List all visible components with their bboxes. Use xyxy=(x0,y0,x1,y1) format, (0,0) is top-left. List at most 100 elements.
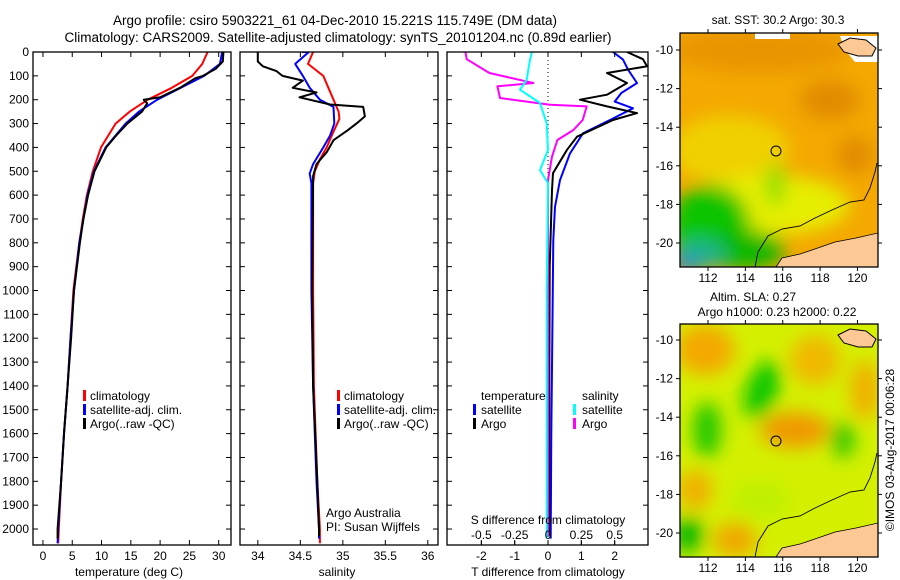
institution-note: Argo Australia xyxy=(326,506,401,520)
x-tick-label: 34 xyxy=(251,549,265,563)
temperature-axis-label: temperature (deg C) xyxy=(75,565,183,579)
sst-map-title: sat. SST: 30.2 Argo: 30.3 xyxy=(712,13,845,27)
x-tick-label: 15 xyxy=(124,549,138,563)
isobath-line xyxy=(754,452,878,557)
y-tick-label: 500 xyxy=(9,164,29,178)
series-temperature-satellite xyxy=(549,52,638,539)
series-salinity-satellite xyxy=(519,52,549,539)
isobath-line xyxy=(754,162,878,267)
legend-label-s-satellite: satellite xyxy=(582,403,623,417)
float-position-marker xyxy=(770,145,782,157)
series-climatology xyxy=(57,52,209,544)
x2-tick-label: -0.25 xyxy=(501,528,529,542)
mainland-land xyxy=(775,522,878,557)
salinity-legend: climatology satellite-adj. clim. Argo(..… xyxy=(326,389,436,534)
x2-tick-label: 0 xyxy=(545,528,552,542)
lat-tick-label: -20 xyxy=(656,526,674,540)
legend-swatch-satellite xyxy=(337,404,340,415)
legend-heading-temperature: temperature xyxy=(481,389,546,403)
x-tick-label: -2 xyxy=(476,549,487,563)
legend-background xyxy=(481,388,545,402)
x-tick-label: 35.5 xyxy=(374,549,398,563)
lon-tick-label: 118 xyxy=(811,271,830,285)
lon-tick-label: 120 xyxy=(847,561,867,575)
sla-field xyxy=(680,325,878,557)
lon-tick-label: 114 xyxy=(736,271,755,285)
island-land xyxy=(837,37,877,57)
legend-swatch-argo xyxy=(337,418,340,429)
lon-tick-label: 112 xyxy=(698,271,717,285)
temperature-profile-panel: 0100200300400500600700800900100011001200… xyxy=(2,45,232,563)
y-tick-label: 1000 xyxy=(2,284,29,298)
legend-heading-salinity: salinity xyxy=(582,389,619,403)
lon-tick-label: 120 xyxy=(847,271,867,285)
series-satellite-adj-clim xyxy=(294,52,336,539)
lon-tick-label: 114 xyxy=(736,561,755,575)
y-tick-label: 700 xyxy=(9,212,29,226)
y-tick-label: 800 xyxy=(9,236,29,250)
legend-label-t-argo: Argo xyxy=(481,417,507,431)
difference-panel-frame xyxy=(446,51,649,546)
legend-label-t-satellite: satellite xyxy=(481,403,522,417)
x-tick-label: 5 xyxy=(69,549,76,563)
x-tick-label: 25 xyxy=(183,549,197,563)
y-tick-label: 600 xyxy=(9,188,29,202)
y-tick-label: 1400 xyxy=(2,379,29,393)
y-tick-label: 0 xyxy=(22,45,29,59)
sst-field xyxy=(680,33,873,267)
imos-credit: ©IMOS 03-Aug-2017 00:06:28 xyxy=(883,369,897,532)
legend-swatch-t-satellite xyxy=(473,404,476,415)
x2-tick-label: 0.25 xyxy=(570,528,594,542)
x-tick-label: 36 xyxy=(421,549,435,563)
y-tick-label: 300 xyxy=(9,117,29,131)
x-tick-label: 35 xyxy=(336,549,350,563)
series-satellite-adj-clim xyxy=(56,52,224,544)
lat-tick-label: -14 xyxy=(656,120,674,134)
series-temperature-argo xyxy=(548,52,648,537)
y-tick-label: 1600 xyxy=(2,427,29,441)
difference-profile-panel: -2 -1 0 1 2 -0.5 -0.25 0 0.25 0.5 xyxy=(446,51,649,563)
legend-swatch-climatology xyxy=(83,390,86,401)
series-salinity-argo xyxy=(464,52,588,537)
lat-tick-label: -20 xyxy=(656,236,674,250)
series-group xyxy=(256,52,366,544)
y-tick-label: 2000 xyxy=(2,522,29,536)
float-position-marker xyxy=(770,435,782,447)
temperature-panel-frame xyxy=(32,51,232,546)
sst-map-frame xyxy=(679,32,879,268)
x2-tick-label: -0.5 xyxy=(471,528,492,542)
lon-tick-label: 116 xyxy=(773,271,792,285)
y-tick-label: 100 xyxy=(9,69,29,83)
series-argo-raw-qc xyxy=(56,52,225,539)
y-tick-label: 1900 xyxy=(2,498,29,512)
lat-tick-label: -12 xyxy=(656,82,674,96)
lat-tick-label: -14 xyxy=(656,410,674,424)
sst-map xyxy=(680,33,878,267)
sla-map-subtitle: Argo h1000: 0.23 h2000: 0.22 xyxy=(698,305,857,319)
y-tick-label: 1500 xyxy=(2,403,29,417)
pi-note: PI: Susan Wijffels xyxy=(326,520,420,534)
legend-swatch-climatology xyxy=(337,390,340,401)
legend-label-climatology: climatology xyxy=(344,389,404,403)
x-tick-label: 30 xyxy=(212,549,226,563)
legend-swatch-s-satellite xyxy=(573,404,576,415)
x-tick-label: 1 xyxy=(578,549,585,563)
s-difference-axis-label: S difference from climatology xyxy=(471,513,626,527)
x-tick-label: 0 xyxy=(545,549,552,563)
lon-tick-label: 116 xyxy=(773,561,792,575)
salinity-axis-label: salinity xyxy=(319,565,356,579)
legend-swatch-t-argo xyxy=(473,418,476,429)
series-group xyxy=(464,52,648,539)
no-data-area xyxy=(755,33,790,39)
x-tick-label: -1 xyxy=(509,549,520,563)
lon-tick-label: 112 xyxy=(698,561,717,575)
legend-swatch-satellite xyxy=(83,404,86,415)
sla-map-axes: 112 114 116 118 120 -10 -12 -14 -16 -18 -20 xyxy=(656,320,882,575)
x2-tick-label: 0.5 xyxy=(606,528,623,542)
series-group xyxy=(56,52,225,544)
difference-legend: temperature satellite Argo salinity sate… xyxy=(473,388,623,431)
legend-label-climatology: climatology xyxy=(90,389,150,403)
y-tick-label: 400 xyxy=(9,140,29,154)
legend-swatch-argo xyxy=(83,418,86,429)
